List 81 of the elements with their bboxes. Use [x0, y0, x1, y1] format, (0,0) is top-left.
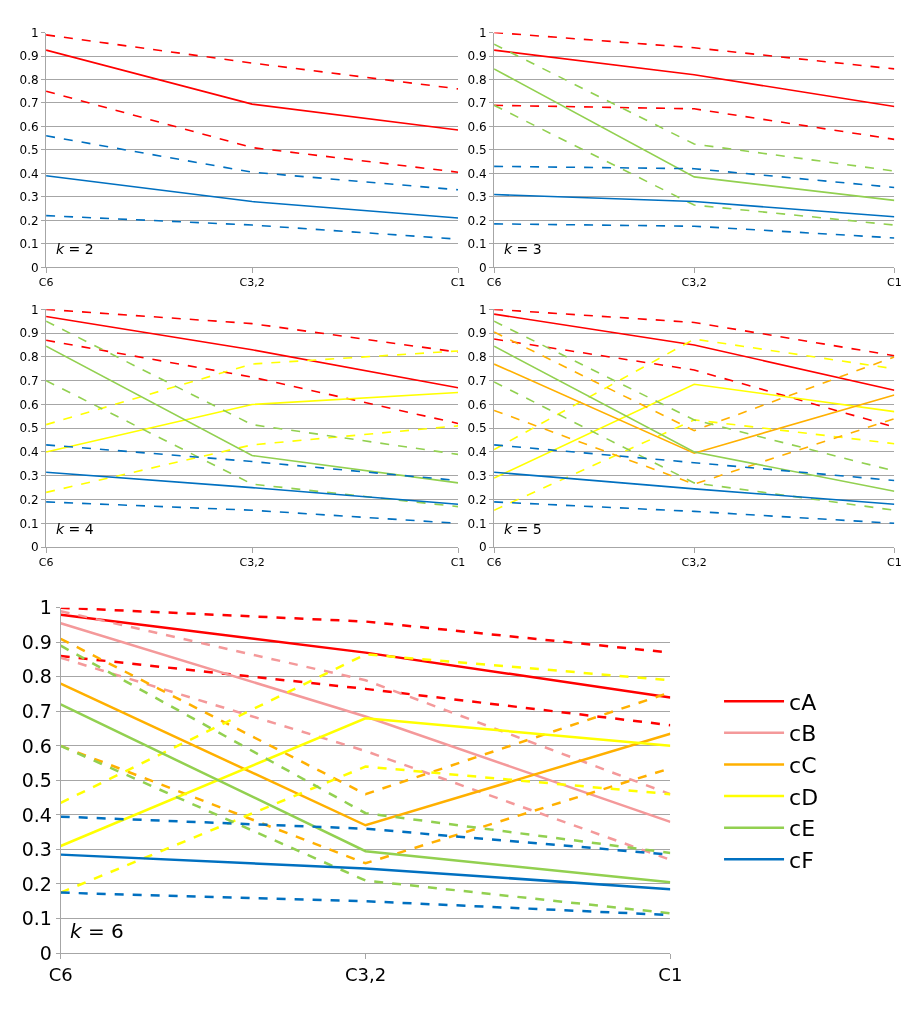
x-tick-label: C3,2	[681, 556, 707, 570]
y-tick-label: 0	[31, 540, 39, 555]
y-tick-label: 0.5	[467, 421, 487, 436]
y-tick-label: 0.4	[19, 166, 39, 181]
y-tick-label: 0.1	[467, 237, 487, 252]
y-tick-label: 0.4	[19, 445, 39, 460]
x-tick-label: C1	[887, 556, 902, 570]
y-tick-label: 1	[479, 302, 487, 317]
y-tick-label: 1	[479, 25, 487, 40]
y-tick-label: 0.6	[467, 119, 487, 134]
y-tick-label: 0.6	[19, 397, 39, 412]
y-tick-label: 0.3	[467, 190, 487, 205]
y-tick-label: 0.1	[19, 237, 39, 252]
y-tick-label: 0.6	[467, 397, 487, 412]
legend-label: cD	[789, 784, 819, 810]
y-tick-label: 0.5	[467, 143, 487, 158]
y-tick-label: 0.2	[21, 872, 52, 895]
y-tick-label: 0.6	[19, 119, 39, 134]
y-tick-label: 0.3	[19, 468, 39, 483]
y-tick-label: 1	[31, 25, 39, 40]
x-tick-label: C3,2	[344, 963, 387, 985]
y-tick-label: 0.6	[21, 734, 52, 757]
y-tick-label: 0.2	[467, 492, 487, 507]
x-tick-label: C6	[486, 556, 502, 570]
y-tick-label: 0	[479, 260, 487, 275]
y-tick-label: 0.8	[19, 72, 39, 87]
x-tick-label: C3,2	[681, 276, 707, 290]
y-tick-label: 0.1	[467, 516, 487, 531]
y-tick-label: 1	[31, 302, 39, 317]
x-tick-label: C3,2	[239, 556, 265, 570]
y-tick-label: 0.4	[21, 803, 52, 826]
x-tick-label: C6	[48, 963, 73, 985]
annotation: k = 5	[504, 521, 542, 537]
y-tick-label: 0.4	[467, 445, 487, 460]
x-tick-label: C6	[486, 276, 502, 290]
y-tick-label: 0.7	[467, 373, 487, 388]
y-tick-label: 0	[39, 941, 52, 964]
y-tick-label: 0.2	[19, 492, 39, 507]
annotation: k = 3	[504, 241, 542, 257]
y-tick-label: 0.1	[19, 516, 39, 531]
y-tick-label: 0.2	[19, 213, 39, 228]
x-tick-label: C6	[38, 276, 54, 290]
y-tick-label: 0.2	[467, 213, 487, 228]
y-tick-label: 0.7	[21, 699, 52, 722]
y-tick-label: 0.5	[21, 769, 52, 792]
y-tick-label: 0	[479, 540, 487, 555]
x-tick-label: C1	[450, 276, 466, 290]
legend-label: cF	[789, 847, 814, 873]
x-tick-label: C1	[450, 556, 466, 570]
legend-label: cB	[789, 721, 817, 747]
y-tick-label: 0.9	[467, 49, 487, 64]
y-tick-label: 0.8	[467, 72, 487, 87]
legend-label: cA	[789, 689, 817, 715]
x-tick-label: C6	[38, 556, 54, 570]
x-tick-label: C3,2	[239, 276, 265, 290]
y-tick-label: 0.9	[21, 630, 52, 653]
legend-label: cE	[789, 816, 816, 842]
legend-label: cC	[789, 753, 817, 779]
y-tick-label: 0.8	[21, 665, 52, 688]
y-tick-label: 0.3	[19, 190, 39, 205]
y-tick-label: 0	[31, 260, 39, 275]
annotation: k = 4	[56, 521, 94, 537]
y-tick-label: 0.8	[467, 350, 487, 365]
y-tick-label: 0.7	[19, 96, 39, 111]
y-tick-label: 0.7	[19, 373, 39, 388]
y-tick-label: 0.7	[467, 96, 487, 111]
annotation: k = 2	[56, 241, 94, 257]
y-tick-label: 0.1	[21, 907, 52, 930]
annotation: k = 6	[70, 919, 124, 943]
y-tick-label: 0.8	[19, 350, 39, 365]
y-tick-label: 0.9	[467, 326, 487, 341]
y-tick-label: 0.9	[19, 49, 39, 64]
x-tick-label: C1	[887, 276, 902, 290]
y-tick-label: 1	[39, 596, 52, 619]
y-tick-label: 0.4	[467, 166, 487, 181]
y-tick-label: 0.5	[19, 143, 39, 158]
y-tick-label: 0.5	[19, 421, 39, 436]
y-tick-label: 0.9	[19, 326, 39, 341]
y-tick-label: 0.3	[467, 468, 487, 483]
y-tick-label: 0.3	[21, 838, 52, 861]
x-tick-label: C1	[658, 963, 683, 985]
